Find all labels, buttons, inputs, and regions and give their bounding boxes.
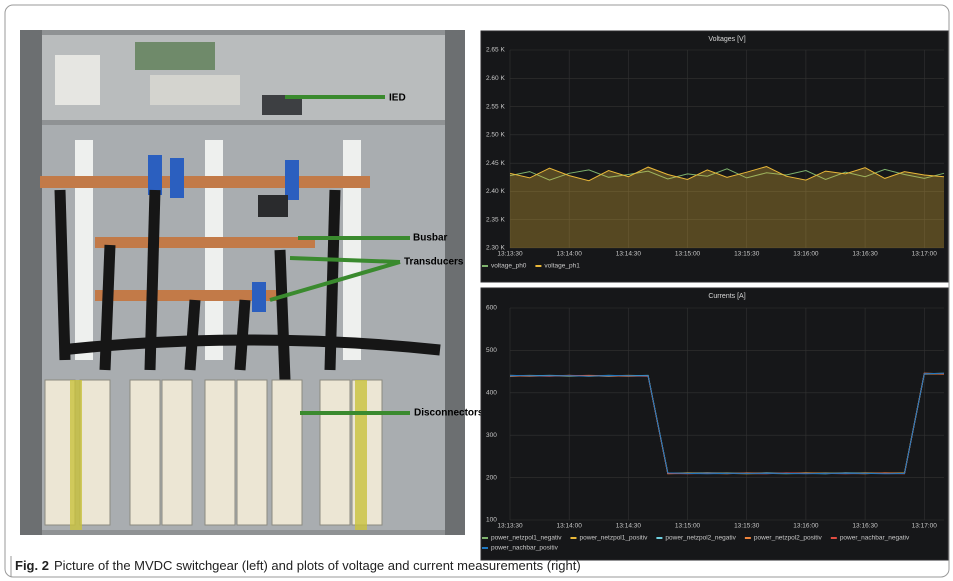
- y-tick-label: 2.65 K: [486, 47, 505, 54]
- x-tick-label: 13:16:30: [852, 251, 878, 258]
- legend-item: voltage_ph1: [535, 263, 580, 270]
- caption-label: Fig. 2: [15, 558, 49, 573]
- caption: Fig. 2 Picture of the MVDC switchgear (le…: [15, 558, 581, 573]
- series-line: [509, 165, 945, 182]
- legend-item: power_netzpol1_negativ: [482, 535, 562, 542]
- x-tick-label: 13:16:00: [793, 251, 819, 258]
- y-tick-label: 500: [486, 347, 497, 354]
- x-tick-label: 13:16:30: [852, 523, 878, 530]
- y-tick-label: 300: [486, 432, 497, 439]
- legend-label: power_netzpol2_positiv: [754, 535, 823, 542]
- x-tick-label: 13:14:30: [616, 523, 642, 530]
- x-tick-label: 13:16:00: [793, 523, 819, 530]
- y-tick-label: 2.60 K: [486, 75, 505, 82]
- x-tick-label: 13:14:00: [557, 251, 583, 258]
- y-tick-label: 200: [486, 474, 497, 481]
- photo-label: Disconnectors: [414, 408, 484, 419]
- photo: [20, 30, 465, 535]
- x-tick-label: 13:15:00: [675, 251, 701, 258]
- photo-label: IED: [389, 93, 406, 104]
- x-tick-label: 13:14:30: [616, 251, 642, 258]
- photo-label: Transducers: [404, 257, 464, 268]
- series-line: [509, 372, 945, 475]
- x-tick-label: 13:13:30: [497, 251, 523, 258]
- frame: [4, 4, 950, 578]
- chart-title: Currents [A]: [708, 293, 745, 300]
- legend-label: power_netzpol1_negativ: [491, 535, 562, 542]
- legend-item: voltage_ph0: [482, 263, 527, 270]
- legend-label: power_nachbar_positiv: [491, 545, 559, 552]
- label-arrows: [269, 95, 410, 415]
- y-tick-label: 2.30 K: [486, 245, 505, 252]
- y-tick-label: 2.45 K: [486, 160, 505, 167]
- legend-label: voltage_ph0: [491, 263, 527, 270]
- x-tick-label: 13:15:30: [734, 523, 760, 530]
- y-tick-label: 2.40 K: [486, 188, 505, 195]
- caption-text: Picture of the MVDC switchgear (left) an…: [54, 558, 581, 573]
- series-line: [509, 168, 945, 181]
- legend-label: power_netzpol1_positiv: [579, 535, 648, 542]
- chart-title: Voltages [V]: [708, 36, 745, 43]
- photo-label: Busbar: [413, 233, 448, 244]
- y-tick-label: 100: [486, 517, 497, 524]
- legend-item: power_netzpol1_positiv: [570, 535, 648, 542]
- legend-item: power_netzpol2_positiv: [744, 535, 823, 542]
- y-tick-label: 2.55 K: [486, 103, 505, 110]
- y-tick-label: 400: [486, 390, 497, 397]
- x-tick-label: 13:17:00: [912, 251, 938, 258]
- y-tick-label: 600: [486, 305, 497, 312]
- x-tick-label: 13:15:00: [675, 523, 701, 530]
- x-tick-label: 13:14:00: [557, 523, 583, 530]
- legend-item: power_netzpol2_negativ: [656, 535, 737, 542]
- legend-label: power_netzpol2_negativ: [665, 535, 736, 542]
- legend-item: power_nachbar_negativ: [830, 535, 910, 542]
- x-tick-label: 13:13:30: [497, 523, 523, 530]
- legend-label: voltage_ph1: [544, 263, 580, 270]
- x-tick-label: 13:17:00: [912, 523, 938, 530]
- chart-panel: [480, 30, 949, 283]
- chart-panel: [480, 287, 949, 561]
- y-tick-label: 2.50 K: [486, 132, 505, 139]
- x-tick-label: 13:15:30: [734, 251, 760, 258]
- series-area: [510, 166, 944, 248]
- legend-item: power_nachbar_positiv: [482, 545, 559, 552]
- legend-label: power_nachbar_negativ: [840, 535, 910, 542]
- y-tick-label: 2.35 K: [486, 216, 505, 223]
